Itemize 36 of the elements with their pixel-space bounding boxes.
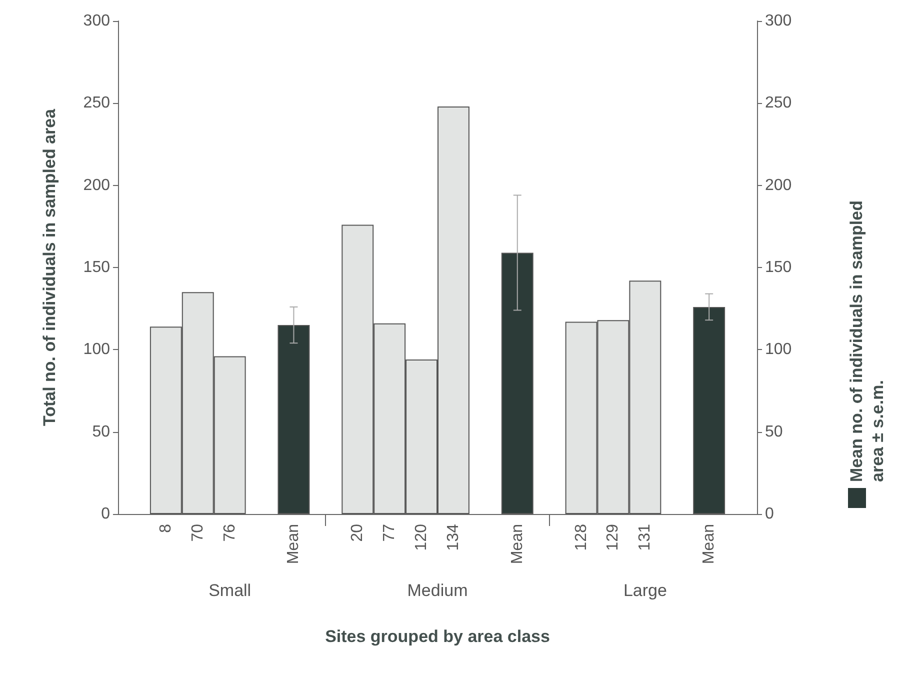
y-tick-label: 100 — [83, 341, 110, 358]
x-tick-label: Mean — [700, 524, 718, 564]
x-tick-label: 8 — [157, 524, 174, 533]
y2-tick-label: 150 — [765, 259, 792, 276]
x-tick-label: Mean — [508, 524, 526, 564]
x-axis-title: Sites grouped by area class — [325, 627, 550, 646]
x-tick-label: 128 — [572, 524, 590, 551]
y2-tick-label: 200 — [765, 176, 792, 194]
bar — [278, 325, 310, 514]
text: Mean no. of individuals in sampled area ± s.e.m. — [846, 200, 888, 482]
x-tick-label: 20 — [349, 524, 366, 542]
y-tick-label: 0 — [101, 506, 110, 522]
y-tick-label: 200 — [83, 176, 110, 194]
x-tick-label: Mean — [285, 524, 302, 564]
y-tick-label: 250 — [83, 94, 110, 112]
text: Large — [623, 581, 667, 600]
text: Small — [208, 581, 252, 600]
y-tick-label: 150 — [83, 259, 110, 276]
x-tick-label: 131 — [636, 524, 654, 551]
x-tick-label: 134 — [444, 524, 462, 551]
y-tick-label: 300 — [83, 12, 110, 30]
x-tick-label: 70 — [189, 524, 206, 542]
y-axis-title: Total no. of individuals in sampled area — [40, 108, 59, 426]
bar — [501, 252, 534, 514]
text: Medium — [407, 581, 468, 600]
y2-tick-label: 0 — [765, 506, 774, 522]
x-tick-label: 76 — [221, 524, 238, 542]
x-tick-label: 77 — [381, 524, 398, 542]
y2-tick-label: 250 — [765, 94, 792, 112]
y2-tick-label: 300 — [765, 12, 792, 30]
x-tick-label: 120 — [413, 524, 430, 551]
y-tick-label: 50 — [92, 423, 110, 440]
bar — [693, 306, 726, 514]
y2-tick-label: 50 — [765, 423, 783, 440]
y2-tick-label: 100 — [765, 341, 792, 358]
x-tick-label: 129 — [604, 524, 622, 551]
